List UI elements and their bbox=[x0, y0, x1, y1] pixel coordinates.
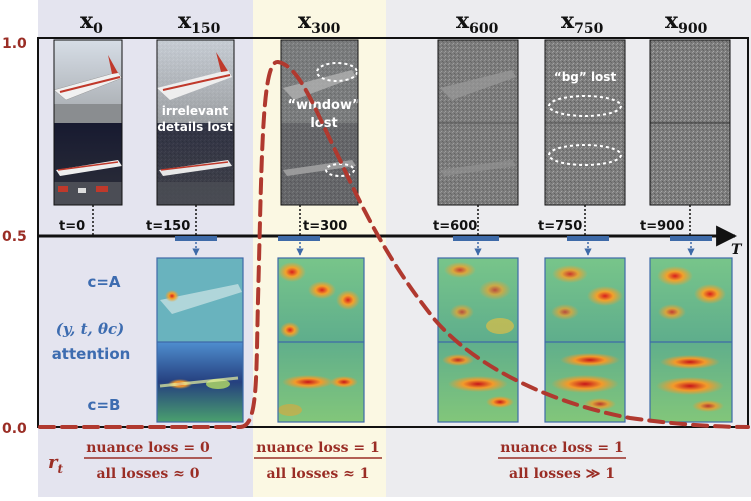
row-label-cA: c=A bbox=[87, 273, 120, 291]
ratio-r1: nuance loss = 0 all losses ≈ 0 bbox=[84, 440, 212, 482]
heatmap-x600 bbox=[438, 258, 518, 422]
r-t-curve bbox=[38, 60, 750, 429]
image-x300: “window” lost bbox=[281, 40, 361, 205]
bg-ellipse-bottom bbox=[548, 144, 622, 166]
image-x900 bbox=[650, 40, 730, 205]
t-label-900: t=900 bbox=[640, 219, 684, 234]
svg-text:all losses ≈ 0: all losses ≈ 0 bbox=[96, 466, 199, 482]
svg-text:nuance loss = 1: nuance loss = 1 bbox=[256, 440, 380, 456]
svg-text:x900: x900 bbox=[665, 8, 708, 37]
time-axis-label: T bbox=[731, 242, 743, 258]
col-header-x750: x750 bbox=[561, 8, 604, 37]
col-header-x0: x0 bbox=[80, 8, 103, 37]
heatmap-x150 bbox=[157, 258, 243, 422]
ratio-r3: nuance loss = 1 all losses ≫ 1 bbox=[498, 440, 626, 482]
t-label-750: t=750 bbox=[538, 219, 582, 234]
col-header-x600: x600 bbox=[456, 8, 499, 37]
row-label-cB: c=B bbox=[88, 396, 121, 414]
col-header-x150: x150 bbox=[178, 8, 221, 37]
y-tick-05: 0.5 bbox=[2, 229, 27, 245]
window-ellipse-top bbox=[316, 62, 358, 82]
heatmap-x900 bbox=[650, 258, 732, 422]
svg-text:x600: x600 bbox=[456, 8, 499, 37]
r-t-label: rt bbox=[48, 452, 63, 476]
svg-text:x300: x300 bbox=[298, 8, 341, 37]
annotation-lost: lost bbox=[310, 116, 337, 131]
svg-text:all losses ≫ 1: all losses ≫ 1 bbox=[509, 466, 615, 482]
svg-text:x750: x750 bbox=[561, 8, 604, 37]
heatmap-x750 bbox=[545, 258, 625, 422]
time-markers bbox=[175, 236, 712, 256]
svg-text:rt: rt bbox=[48, 452, 63, 476]
plot-frame bbox=[37, 37, 749, 428]
y-tick-0: 0.0 bbox=[2, 421, 27, 437]
bg-ellipse-top bbox=[548, 95, 622, 117]
window-ellipse-bottom bbox=[325, 163, 355, 177]
y-tick-1: 1.0 bbox=[2, 36, 27, 52]
annotation-bg-lost: “bg” lost bbox=[554, 70, 617, 84]
image-x750: “bg” lost bbox=[545, 40, 625, 205]
annotation-details-lost: details lost bbox=[157, 120, 233, 134]
row-label-attention-tuple: (y, t, θc) bbox=[56, 320, 124, 338]
annotation-irrelevant: irrelevant bbox=[162, 104, 229, 118]
col-header-x300: x300 bbox=[298, 8, 341, 37]
svg-text:x150: x150 bbox=[178, 8, 221, 37]
annotation-window: “window” bbox=[287, 98, 360, 113]
image-x0 bbox=[53, 40, 123, 205]
row-label-attention: attention bbox=[52, 345, 131, 363]
col-header-x900: x900 bbox=[665, 8, 708, 37]
heatmap-x300 bbox=[278, 258, 364, 422]
t-label-150: t=150 bbox=[146, 219, 190, 234]
image-x600 bbox=[438, 40, 518, 205]
t-label-600: t=600 bbox=[433, 219, 477, 234]
image-x150: irrelevant details lost bbox=[157, 40, 234, 205]
svg-text:x0: x0 bbox=[80, 8, 103, 37]
t-label-0: t=0 bbox=[59, 219, 85, 234]
t-label-300: t=300 bbox=[303, 219, 347, 234]
svg-text:nuance loss = 1: nuance loss = 1 bbox=[500, 440, 624, 456]
svg-text:nuance loss = 0: nuance loss = 0 bbox=[86, 440, 210, 456]
ratio-r2: nuance loss = 1 all losses ≈ 1 bbox=[254, 440, 382, 482]
svg-text:all losses ≈ 1: all losses ≈ 1 bbox=[266, 466, 369, 482]
